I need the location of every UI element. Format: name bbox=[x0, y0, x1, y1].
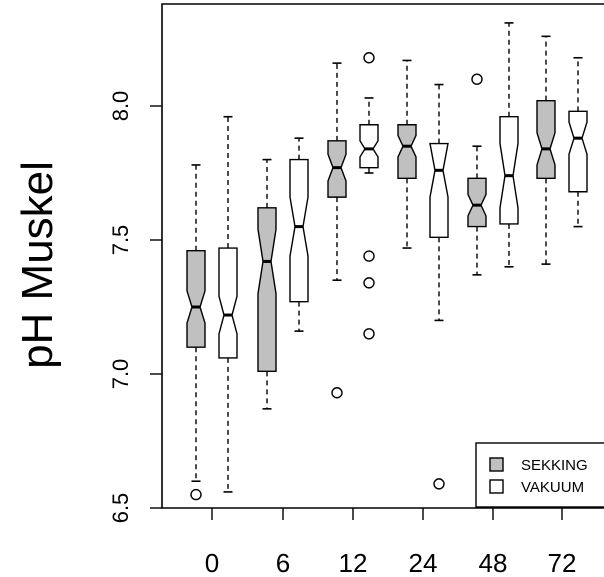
box bbox=[218, 247, 238, 359]
legend-label: VAKUUM bbox=[521, 479, 584, 496]
outlier-point bbox=[471, 73, 483, 85]
x-tick-label: 72 bbox=[548, 548, 577, 577]
box bbox=[568, 110, 588, 193]
y-tick-label: 8.0 bbox=[108, 91, 133, 122]
box bbox=[467, 177, 487, 228]
x-tick-label: 12 bbox=[339, 548, 368, 577]
legend-box bbox=[475, 442, 604, 508]
legend-swatch bbox=[489, 479, 504, 494]
outlier-point bbox=[331, 387, 343, 399]
outlier-point bbox=[363, 328, 375, 340]
plot-frame bbox=[161, 3, 604, 509]
y-tick-label: 6.5 bbox=[108, 493, 133, 524]
outlier-point bbox=[433, 478, 445, 490]
box bbox=[499, 116, 519, 225]
box bbox=[536, 99, 556, 180]
x-tick-label: 6 bbox=[276, 548, 290, 577]
box bbox=[397, 124, 417, 180]
x-tick-label: 24 bbox=[409, 548, 438, 577]
box bbox=[429, 142, 449, 239]
legend-label: SEKKING bbox=[521, 457, 588, 474]
x-tick-label: 0 bbox=[205, 548, 219, 577]
box bbox=[257, 207, 277, 373]
box bbox=[359, 124, 379, 169]
legend-swatch bbox=[489, 457, 504, 472]
y-tick-label: 7.5 bbox=[108, 225, 133, 256]
outlier-point bbox=[363, 52, 375, 64]
y-tick-label: 7.0 bbox=[108, 359, 133, 390]
box bbox=[186, 250, 206, 348]
box bbox=[289, 158, 309, 303]
outlier-point bbox=[363, 250, 375, 262]
outlier-point bbox=[363, 277, 375, 289]
x-tick-label: 48 bbox=[479, 548, 508, 577]
outlier-point bbox=[190, 488, 202, 501]
